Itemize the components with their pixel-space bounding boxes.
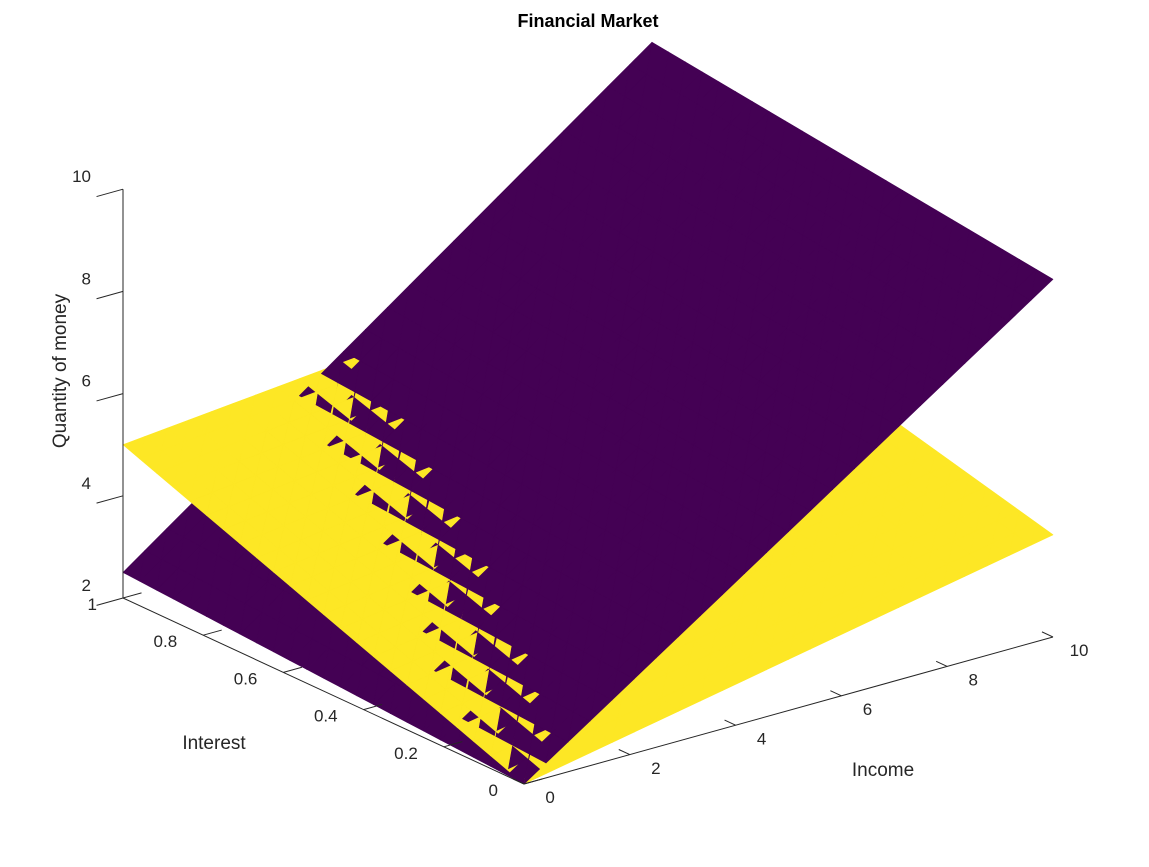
x-tick-label: 4	[757, 729, 766, 748]
z-tick	[96, 393, 124, 402]
x-tick	[724, 719, 736, 726]
y-tick	[122, 592, 142, 599]
x-tick-label: 8	[969, 671, 978, 690]
z-tick	[96, 290, 124, 300]
z-tick-label: 10	[72, 167, 91, 186]
y-tick	[203, 629, 222, 636]
surfaces	[122, 41, 1054, 785]
x-tick	[618, 749, 631, 756]
x-tick	[830, 690, 842, 697]
surface-patch	[1030, 522, 1054, 546]
z-tick	[96, 597, 124, 606]
y-tick-label: 0	[489, 781, 498, 800]
y-tick	[443, 741, 463, 748]
x-tick-label: 2	[651, 759, 660, 778]
x-tick-label: 0	[545, 788, 554, 807]
y-tick-label: 0.8	[154, 632, 178, 651]
y-tick-label: 0.2	[394, 744, 418, 763]
x-tick-label: 10	[1070, 641, 1089, 660]
x-tick	[1041, 631, 1054, 638]
x-axis-label: Income	[852, 760, 914, 781]
x-tick	[512, 778, 525, 785]
z-tick	[96, 495, 124, 504]
y-tick	[363, 703, 383, 711]
y-tick-label: 0.4	[314, 707, 338, 726]
x-tick-label: 6	[863, 700, 872, 719]
surface-patch	[1030, 269, 1054, 301]
z-tick-label: 8	[82, 269, 91, 288]
y-tick-label: 1	[88, 595, 97, 614]
z-tick-label: 6	[82, 372, 91, 391]
y-tick	[523, 778, 543, 785]
axes	[96, 188, 1054, 785]
x-tick	[935, 660, 948, 667]
z-tick-label: 2	[82, 576, 91, 595]
z-axis-label: Quantity of money	[50, 293, 71, 448]
y-axis-line	[122, 597, 525, 785]
y-tick-label: 0.6	[234, 669, 258, 688]
x-axis-line	[523, 636, 1054, 785]
y-tick	[283, 666, 303, 673]
z-tick-label: 4	[82, 474, 91, 493]
y-axis-label: Interest	[182, 733, 246, 754]
chart-title: Financial Market	[517, 11, 658, 31]
z-tick	[96, 188, 124, 198]
